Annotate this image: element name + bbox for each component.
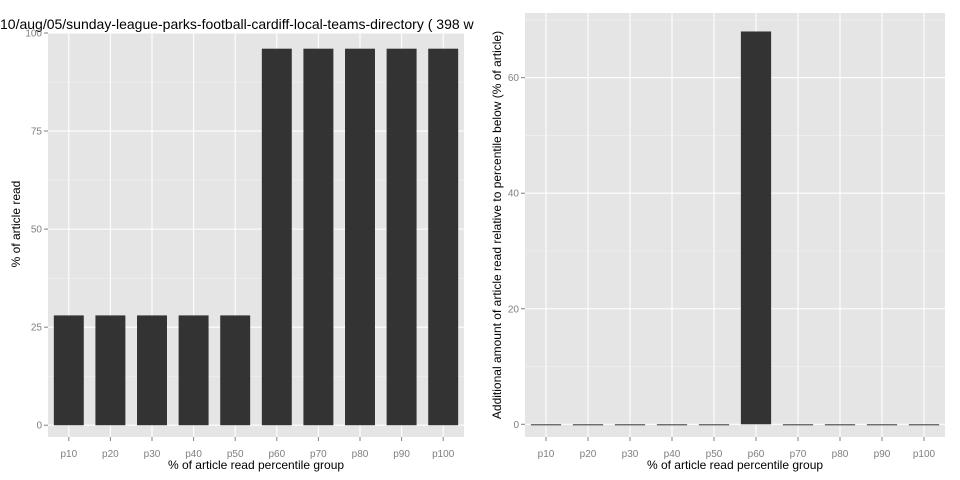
left-x-tick-label: p90 bbox=[393, 449, 410, 460]
right-bar-p50 bbox=[698, 424, 730, 426]
chart-right-y-axis: 0 20 40 60 bbox=[508, 73, 525, 431]
chart-left-x-axis-title: % of article read percentile group bbox=[168, 458, 344, 472]
left-bar-p20 bbox=[95, 315, 126, 426]
right-bar-p100 bbox=[908, 424, 940, 426]
right-x-tick-label: p40 bbox=[664, 449, 681, 460]
left-x-tick-label: p60 bbox=[268, 449, 285, 460]
left-y-tick-label: 75 bbox=[31, 127, 43, 138]
left-bar-p100 bbox=[428, 48, 459, 426]
chart-left-title: 10/aug/05/sunday-league-parks-football-c… bbox=[0, 16, 475, 32]
left-bar-p90 bbox=[386, 48, 417, 426]
left-x-tick-label: p100 bbox=[432, 449, 455, 460]
chart-left-x-axis: p10 p20 p30 p40 p50 p60 p70 p80 p90 p100 bbox=[60, 437, 455, 460]
right-bar-p40 bbox=[656, 424, 688, 426]
left-y-tick-label: 100 bbox=[25, 29, 42, 40]
chart-left-y-axis-title: % of article read bbox=[9, 181, 23, 268]
right-bar-p30 bbox=[614, 424, 646, 426]
chart-left: 10/aug/05/sunday-league-parks-football-c… bbox=[0, 16, 475, 472]
left-x-tick-label: p70 bbox=[310, 449, 327, 460]
chart-right-y-axis-title: Additional amount of article read relati… bbox=[490, 31, 504, 419]
right-x-tick-label: p30 bbox=[622, 449, 639, 460]
chart-left-y-axis: 0 25 50 75 100 bbox=[25, 29, 48, 432]
right-bar-p80 bbox=[824, 424, 856, 426]
right-y-tick-label: 0 bbox=[513, 420, 519, 431]
right-x-tick-label: p100 bbox=[913, 449, 936, 460]
left-x-tick-label: p30 bbox=[144, 449, 161, 460]
left-x-tick-label: p40 bbox=[185, 449, 202, 460]
left-y-tick-label: 0 bbox=[36, 421, 42, 432]
right-bar-p60 bbox=[740, 31, 772, 425]
right-y-tick-label: 20 bbox=[508, 304, 520, 315]
left-bar-p50 bbox=[220, 315, 251, 426]
left-y-tick-label: 50 bbox=[31, 225, 43, 236]
chart-left-bars bbox=[53, 48, 459, 426]
right-bar-p10 bbox=[530, 424, 562, 426]
right-x-tick-label: p60 bbox=[748, 449, 765, 460]
left-bar-p30 bbox=[137, 315, 167, 426]
left-x-tick-label: p10 bbox=[60, 449, 77, 460]
right-y-tick-label: 40 bbox=[508, 189, 520, 200]
right-y-tick-label: 60 bbox=[508, 73, 520, 84]
left-bar-p40 bbox=[178, 315, 209, 426]
right-x-tick-label: p20 bbox=[580, 449, 597, 460]
right-x-tick-label: p70 bbox=[790, 449, 807, 460]
right-x-tick-label: p50 bbox=[706, 449, 723, 460]
left-y-tick-label: 25 bbox=[31, 323, 43, 334]
chart-right-bars bbox=[530, 31, 940, 426]
left-x-tick-label: p80 bbox=[352, 449, 369, 460]
chart-right-grid bbox=[525, 13, 945, 437]
right-bar-p90 bbox=[866, 424, 898, 426]
chart-right-x-axis: p10 p20 p30 p40 p50 p60 p70 p80 p90 p100 bbox=[538, 437, 936, 460]
left-bar-p10 bbox=[53, 315, 84, 426]
right-bar-p70 bbox=[782, 424, 814, 426]
left-x-tick-label: p20 bbox=[102, 449, 119, 460]
right-bar-p20 bbox=[572, 424, 604, 426]
chart-right-x-axis-title: % of article read percentile group bbox=[647, 458, 823, 472]
left-bar-p60 bbox=[261, 48, 292, 426]
left-x-tick-label: p50 bbox=[227, 449, 244, 460]
left-bar-p80 bbox=[345, 48, 375, 426]
right-x-tick-label: p90 bbox=[874, 449, 891, 460]
right-x-tick-label: p10 bbox=[538, 449, 555, 460]
right-x-tick-label: p80 bbox=[832, 449, 849, 460]
left-bar-p70 bbox=[303, 48, 334, 426]
